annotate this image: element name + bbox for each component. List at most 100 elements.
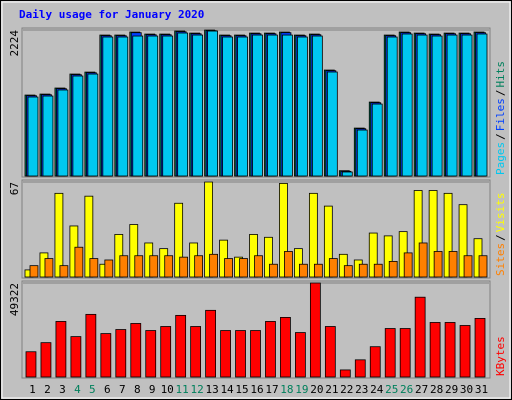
bar — [326, 71, 338, 177]
x-tick-label: 25 — [385, 383, 398, 396]
bar — [117, 36, 129, 177]
bar — [368, 232, 378, 278]
bar — [388, 261, 398, 278]
bar — [194, 255, 204, 278]
bar — [119, 255, 129, 278]
bar — [358, 263, 368, 278]
bar — [224, 258, 233, 278]
bar — [174, 202, 184, 278]
chart-title: Daily usage for January 2020 — [19, 8, 204, 21]
bar — [401, 33, 413, 177]
x-tick-label: 8 — [134, 383, 141, 396]
legend-entry: Visits — [494, 193, 507, 233]
legend-separator: / — [494, 90, 507, 97]
bar — [252, 34, 263, 177]
bar — [414, 296, 426, 378]
bar — [356, 129, 368, 177]
bar — [478, 255, 488, 278]
bar — [383, 235, 393, 278]
bar — [474, 318, 486, 378]
x-tick-label: 13 — [205, 383, 218, 396]
bar — [27, 96, 39, 177]
bar — [354, 359, 366, 378]
bar — [115, 329, 127, 378]
bar — [204, 181, 213, 278]
x-tick-label: 27 — [415, 383, 428, 396]
bar — [84, 195, 94, 278]
y-tick-label: 2224 — [8, 30, 21, 57]
x-tick-label: 5 — [89, 383, 96, 396]
bar — [328, 258, 338, 278]
bar — [162, 35, 174, 177]
x-tick-label: 18 — [280, 383, 293, 396]
x-tick-label: 20 — [310, 383, 323, 396]
bar — [297, 36, 308, 177]
bar — [371, 103, 383, 177]
bar — [235, 330, 246, 378]
bar — [399, 328, 411, 378]
x-tick-label: 2 — [44, 383, 51, 396]
bar — [74, 246, 84, 278]
bar — [55, 321, 67, 378]
bar — [207, 30, 218, 177]
x-tick-label: 15 — [235, 383, 248, 396]
bar — [280, 317, 291, 378]
bar — [308, 192, 318, 278]
bar — [323, 205, 333, 278]
bar — [237, 36, 248, 177]
bar — [413, 190, 423, 278]
bar — [418, 242, 428, 278]
legend-entry: KBytes — [494, 336, 507, 376]
bar — [175, 314, 187, 378]
bar — [129, 224, 139, 278]
x-tick-label: 26 — [400, 383, 413, 396]
bar — [164, 255, 174, 278]
bar — [416, 34, 428, 177]
bar — [343, 265, 353, 278]
x-tick-label: 30 — [460, 383, 473, 396]
bar — [160, 326, 172, 378]
bar — [239, 258, 248, 278]
bar — [267, 34, 278, 177]
x-tick-label: 23 — [355, 383, 368, 396]
bar — [42, 95, 54, 177]
bar — [295, 332, 306, 378]
bar — [29, 265, 39, 278]
x-tick-label: 14 — [220, 383, 234, 396]
bar — [70, 336, 82, 378]
bar — [59, 265, 69, 278]
x-tick-label: 10 — [161, 383, 174, 396]
legend-separator: / — [494, 133, 507, 140]
bar — [147, 35, 159, 177]
bar — [294, 248, 303, 278]
bar — [284, 251, 293, 278]
x-tick-label: 6 — [104, 383, 111, 396]
x-tick-label: 4 — [74, 383, 81, 396]
bar — [205, 309, 216, 378]
x-tick-label: 1 — [29, 383, 36, 396]
bar — [40, 342, 52, 378]
bar — [459, 325, 471, 378]
bar — [179, 256, 189, 278]
bar — [461, 34, 473, 177]
bar — [222, 36, 233, 177]
bar — [476, 33, 488, 177]
x-tick-label: 3 — [59, 383, 66, 396]
bar — [299, 263, 308, 278]
x-tick-label: 22 — [340, 383, 353, 396]
x-tick-label: 19 — [295, 383, 308, 396]
bar — [373, 263, 383, 278]
bar — [190, 326, 202, 378]
y-tick-label: 67 — [8, 182, 21, 195]
bar — [134, 255, 144, 278]
bar — [100, 333, 112, 378]
legend: Pages/Files/Hits — [494, 61, 507, 175]
x-tick-label: 9 — [149, 383, 156, 396]
bar — [269, 263, 278, 278]
bar — [463, 255, 473, 278]
bar — [132, 35, 144, 177]
legend-entry: Hits — [494, 61, 507, 88]
legend-separator: / — [494, 234, 507, 241]
x-tick-label: 28 — [430, 383, 443, 396]
